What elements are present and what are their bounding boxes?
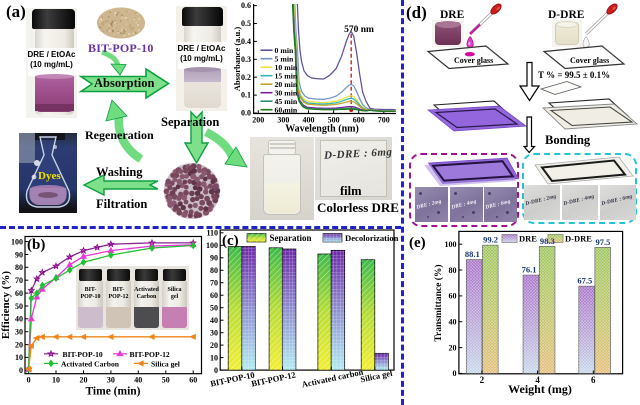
svg-text:40: 40: [134, 376, 142, 385]
svg-text:300: 300: [277, 116, 289, 125]
svg-text:DRE: DRE: [519, 233, 537, 243]
svg-text:400: 400: [303, 116, 315, 125]
svg-text:Transmittance (%): Transmittance (%): [433, 264, 444, 341]
svg-text:700: 700: [378, 116, 390, 125]
svg-text:76.1: 76.1: [522, 265, 537, 275]
svg-text:40: 40: [210, 316, 218, 325]
svg-text:80: 80: [449, 266, 457, 275]
svg-text:97.5: 97.5: [595, 237, 610, 247]
svg-text:0: 0: [453, 369, 457, 378]
svg-text:0 min: 0 min: [275, 46, 295, 55]
svg-text:0: 0: [27, 376, 31, 385]
svg-text:Weight (mg): Weight (mg): [508, 382, 572, 396]
svg-text:10 min: 10 min: [275, 63, 298, 72]
svg-text:30: 30: [210, 329, 218, 338]
svg-text:15 min: 15 min: [275, 71, 298, 80]
svg-text:99.2: 99.2: [483, 235, 498, 245]
svg-text:98.3: 98.3: [540, 236, 555, 246]
svg-text:10: 10: [15, 353, 23, 362]
svg-text:Separation: Separation: [270, 233, 312, 243]
svg-text:0.2: 0.2: [241, 73, 251, 82]
svg-text:BIT-POP-10: BIT-POP-10: [63, 350, 103, 359]
svg-text:60 min: 60 min: [275, 105, 298, 114]
svg-text:60: 60: [449, 292, 457, 301]
svg-text:80: 80: [210, 266, 218, 275]
svg-text:70: 70: [210, 279, 218, 288]
svg-text:200: 200: [252, 116, 264, 125]
svg-text:30: 30: [107, 376, 115, 385]
svg-text:BIT-POP-12: BIT-POP-12: [130, 350, 170, 359]
svg-text:500: 500: [328, 116, 340, 125]
svg-text:50: 50: [15, 302, 23, 311]
svg-text:0.1: 0.1: [241, 91, 251, 100]
svg-text:Absorbance (a.u.): Absorbance (a.u.): [232, 27, 242, 92]
svg-text:20: 20: [210, 341, 218, 350]
svg-text:10: 10: [52, 376, 60, 385]
svg-text:2: 2: [480, 375, 485, 385]
svg-text:5 min: 5 min: [275, 54, 295, 63]
svg-text:Decolorization: Decolorization: [345, 233, 399, 243]
svg-text:90: 90: [15, 250, 23, 259]
svg-text:Activated Carbon: Activated Carbon: [61, 359, 120, 368]
svg-text:4: 4: [535, 375, 540, 385]
svg-text:30 min: 30 min: [275, 88, 298, 97]
svg-text:6: 6: [591, 375, 596, 385]
svg-text:0: 0: [19, 366, 23, 375]
svg-text:100: 100: [11, 237, 23, 246]
svg-text:0.0: 0.0: [241, 109, 251, 118]
svg-text:20: 20: [80, 376, 88, 385]
svg-text:100: 100: [445, 240, 457, 249]
svg-text:50: 50: [162, 376, 170, 385]
svg-text:30: 30: [15, 328, 23, 337]
svg-text:80: 80: [15, 263, 23, 272]
svg-text:10: 10: [210, 353, 218, 362]
svg-text:20: 20: [15, 340, 23, 349]
svg-text:0.3: 0.3: [241, 55, 251, 64]
svg-text:40: 40: [449, 318, 457, 327]
svg-text:60: 60: [15, 289, 23, 298]
svg-text:0: 0: [214, 366, 218, 375]
svg-text:0.4: 0.4: [241, 37, 251, 46]
svg-text:D-DRE: D-DRE: [565, 233, 592, 243]
svg-text:50: 50: [210, 304, 218, 313]
svg-text:60: 60: [189, 376, 197, 385]
svg-text:0.6: 0.6: [241, 1, 251, 10]
svg-text:67.5: 67.5: [577, 276, 592, 286]
svg-text:110: 110: [206, 229, 218, 238]
svg-text:100: 100: [206, 241, 218, 250]
svg-text:20 min: 20 min: [275, 80, 298, 89]
svg-text:600: 600: [353, 116, 365, 125]
svg-text:45 min: 45 min: [275, 97, 298, 106]
svg-text:40: 40: [15, 315, 23, 324]
svg-text:Time (min): Time (min): [85, 386, 140, 398]
svg-text:Wavelength (nm): Wavelength (nm): [285, 124, 359, 135]
svg-text:88.1: 88.1: [465, 249, 480, 259]
svg-text:570 nm: 570 nm: [344, 25, 374, 35]
svg-text:20: 20: [449, 343, 457, 352]
svg-text:Efficiency (%): Efficiency (%): [0, 271, 12, 339]
svg-text:90: 90: [210, 254, 218, 263]
svg-text:Silica gel: Silica gel: [151, 359, 180, 368]
svg-text:70: 70: [15, 276, 23, 285]
svg-text:0.5: 0.5: [241, 19, 251, 28]
svg-text:60: 60: [210, 291, 218, 300]
